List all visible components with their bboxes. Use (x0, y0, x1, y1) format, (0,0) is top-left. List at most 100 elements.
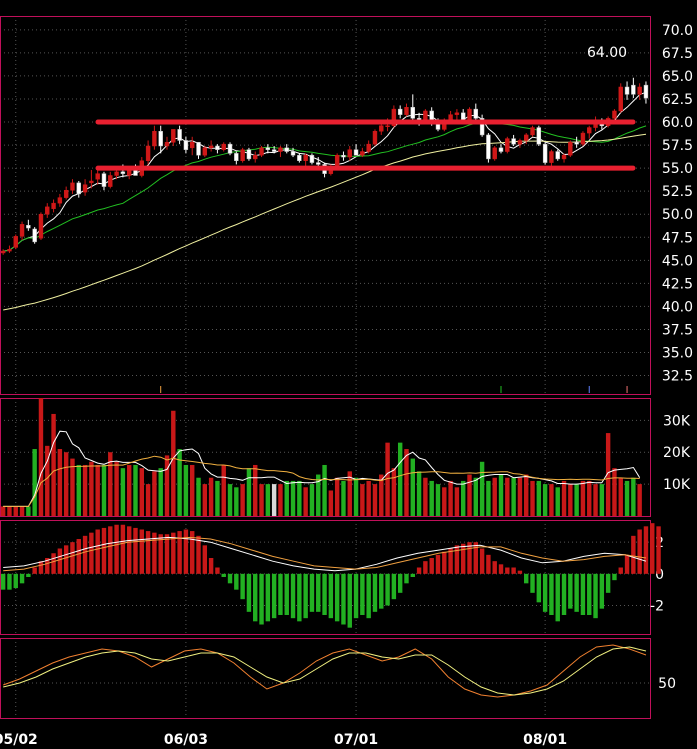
candle-body (618, 86, 623, 112)
macd-bar (542, 573, 548, 612)
candle-body (284, 147, 289, 152)
candle-body (360, 151, 365, 156)
macd-bar (284, 573, 289, 615)
price-tick-label: 32.5 (662, 369, 693, 385)
macd-bar (297, 573, 302, 622)
volume-bar (391, 468, 397, 516)
price-tick-label: 62.5 (662, 92, 693, 108)
volume-bar (555, 487, 560, 516)
candle-body (234, 153, 239, 161)
macd-bar (353, 573, 359, 619)
volume-bar (265, 484, 271, 516)
candle-body (89, 180, 94, 184)
stoch-stoch_d-line (3, 646, 647, 696)
macd-bar (618, 567, 623, 574)
macd-bar (139, 529, 145, 574)
macd-bar (366, 573, 371, 619)
candle-body (271, 149, 277, 152)
volume-bar (240, 484, 245, 516)
volume-bar (145, 484, 151, 516)
macd-bar (253, 573, 258, 622)
macd-bar (397, 573, 403, 593)
volume-bar (26, 506, 31, 516)
candle-body (486, 134, 491, 160)
macd-bar (574, 573, 579, 612)
candle-body (574, 142, 579, 145)
price-tick-label: 37.5 (662, 322, 693, 338)
volume-bar (460, 480, 466, 516)
price-tick-label: 65.0 (662, 69, 693, 85)
macd-bar (448, 548, 453, 574)
macd-bar (423, 561, 428, 574)
macd-bar (460, 543, 466, 574)
macd-bar (57, 548, 63, 574)
macd-bar (82, 535, 88, 574)
volume-bar (492, 477, 497, 516)
candle-body (580, 132, 586, 145)
volume-bar (183, 464, 189, 516)
macd-bar (612, 573, 617, 581)
volume-bar (580, 480, 586, 516)
volume-bar (95, 464, 100, 516)
candle-body (505, 138, 510, 152)
volume-bar (612, 468, 617, 516)
macd-bar (265, 573, 271, 622)
volume-bar (253, 464, 258, 516)
candle-body (95, 173, 100, 180)
macd-bar (467, 542, 472, 574)
macd-macd_line1 (3, 536, 647, 572)
macd-tick-label: -2 (650, 599, 664, 615)
macd-bar (379, 573, 384, 609)
price-tick-label: 45.0 (662, 253, 693, 269)
volume-bar (593, 484, 598, 516)
macd-bar (208, 558, 214, 574)
macd-bar (196, 535, 201, 574)
volume-bar (587, 480, 592, 516)
volume-bar (51, 413, 56, 516)
volume-bar (164, 455, 170, 516)
candle-body (227, 143, 233, 154)
candle-body (183, 140, 189, 150)
price-tick-label: 57.5 (662, 138, 693, 154)
macd-bar (152, 532, 157, 574)
macd-bar (391, 573, 397, 600)
volume-bar (467, 474, 472, 516)
macd-bar (404, 573, 409, 584)
candle-body (297, 154, 302, 161)
volume-bar (347, 471, 352, 516)
macd-bar (63, 545, 69, 574)
macd-bar (202, 545, 208, 574)
candle-body (32, 228, 37, 243)
volume-bar (530, 480, 535, 516)
volume-bar (101, 464, 107, 516)
price-tick-label: 52.5 (662, 184, 693, 200)
macd-bar (108, 526, 113, 574)
volume-bar (234, 487, 239, 516)
candle-body (587, 127, 592, 134)
volume-bar (486, 480, 491, 516)
date-label: 07/01 (334, 732, 378, 748)
volume-bar (89, 461, 94, 516)
price-tick-label: 70.0 (662, 23, 693, 39)
price-tick-label: 40.0 (662, 299, 693, 315)
macd-bar (473, 542, 479, 574)
candle-body (265, 147, 271, 150)
macd-bar (26, 573, 31, 577)
candle-body (410, 107, 415, 119)
candle-body (82, 184, 88, 193)
candle-body (51, 202, 56, 209)
volume-bar (13, 506, 18, 516)
candle-body (498, 147, 504, 152)
macd-bar (593, 573, 598, 619)
volume-bar (435, 484, 441, 516)
macd-bar (126, 526, 132, 574)
volume-bar (473, 477, 479, 516)
macd-bar (7, 573, 12, 590)
candle-body (454, 112, 460, 115)
volume-bar (549, 484, 554, 516)
candle-body (643, 84, 649, 99)
candle-body (246, 149, 252, 160)
volume-bar (511, 477, 516, 516)
volume-bar (208, 477, 214, 516)
